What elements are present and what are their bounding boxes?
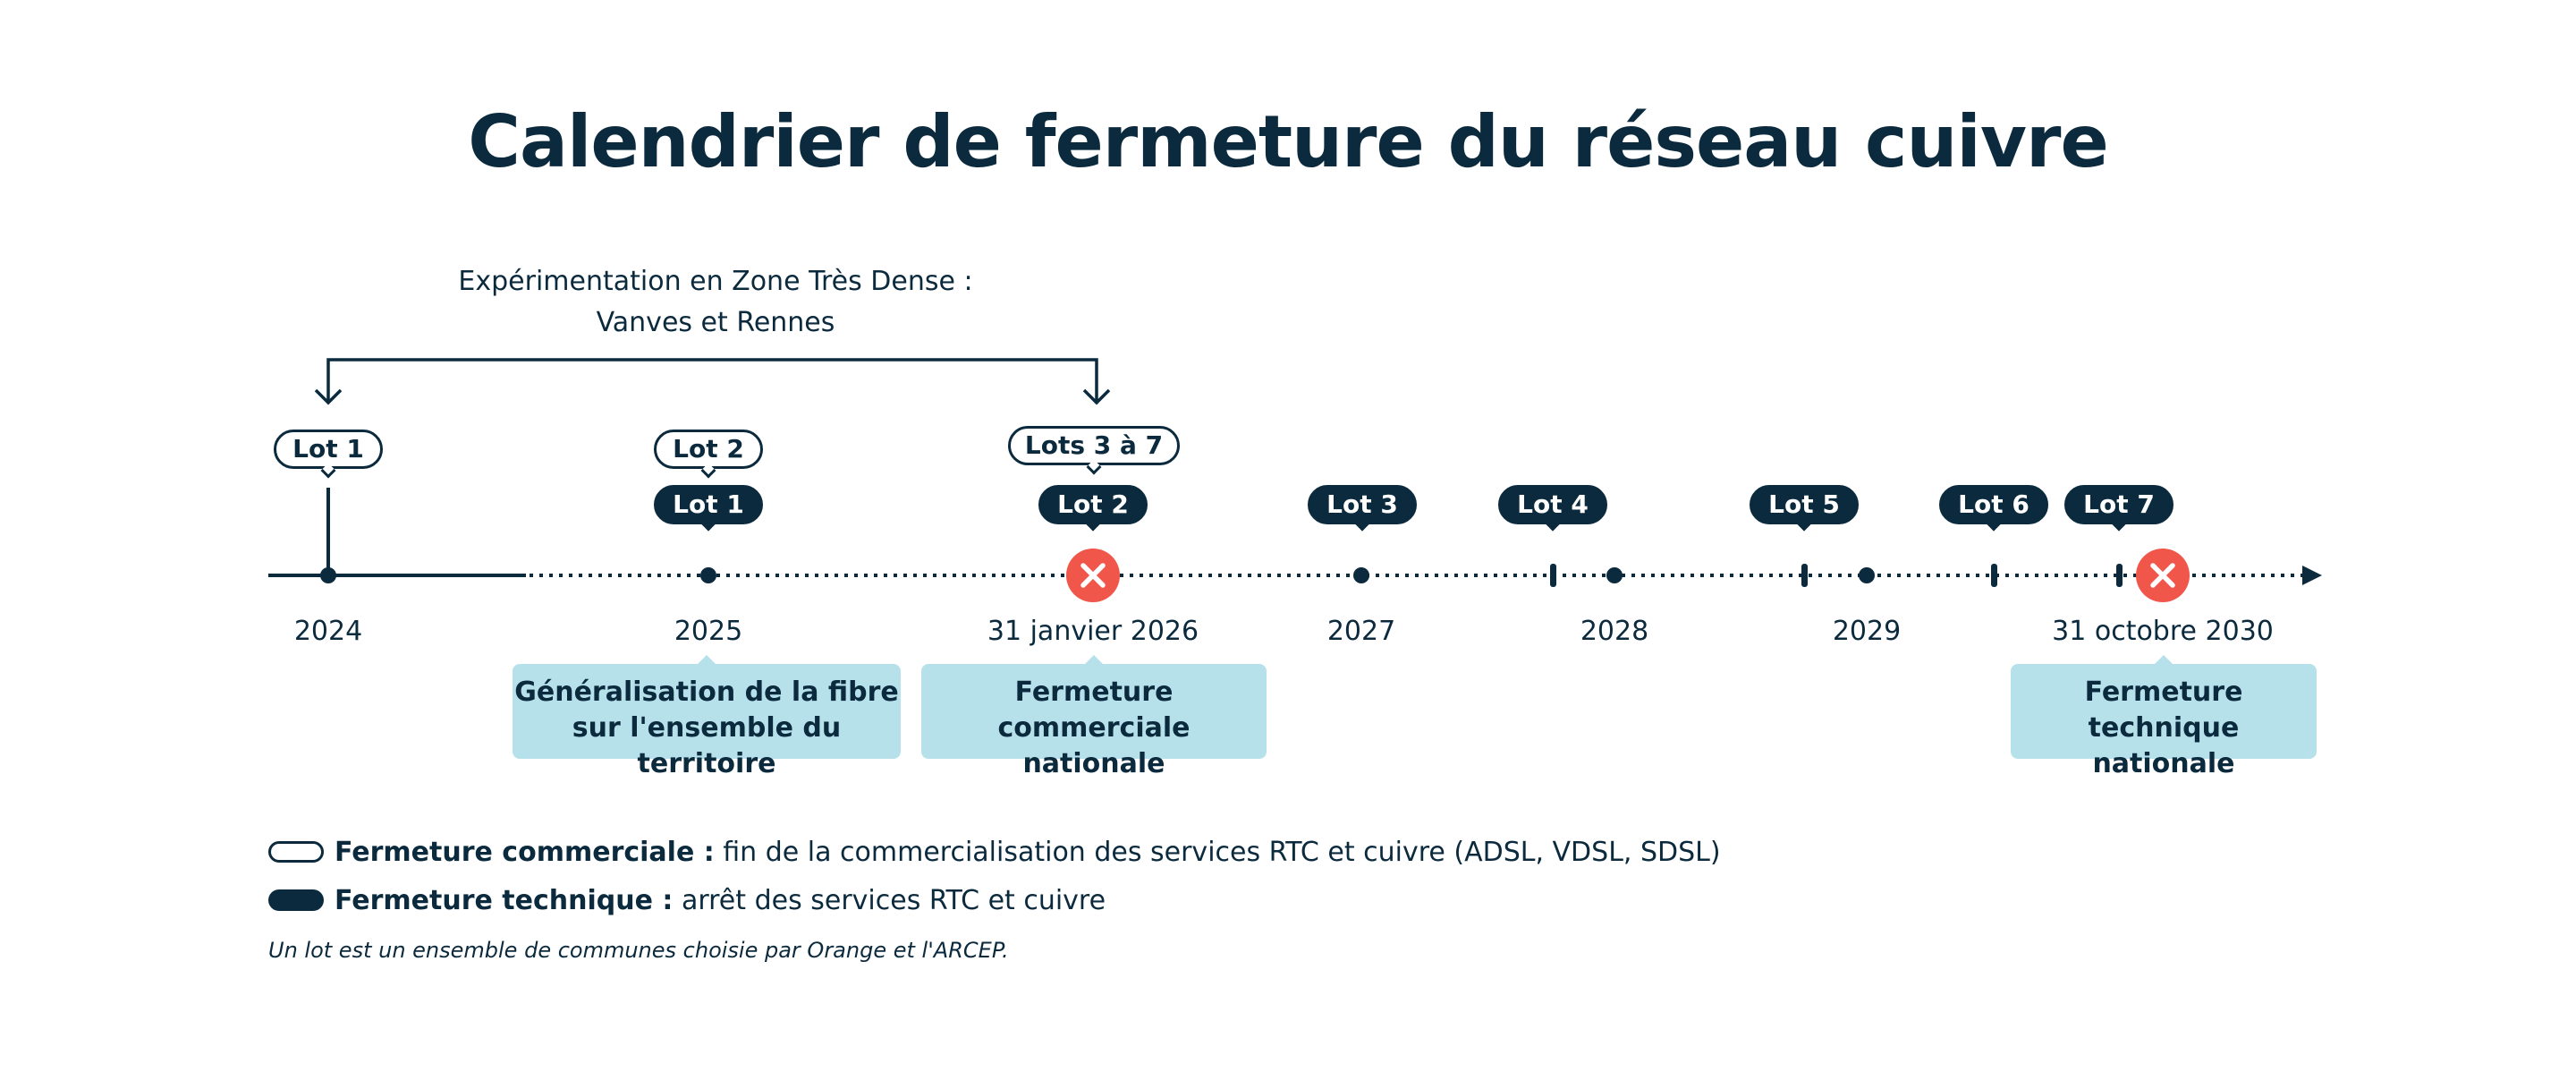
legend-filled-pill-icon xyxy=(268,889,324,911)
legend-technical-term: Fermeture technique : xyxy=(335,885,674,916)
experimentation-line-1: Expérimentation en Zone Très Dense : xyxy=(458,266,973,297)
legend-technical-desc: arrêt des services RTC et cuivre xyxy=(673,885,1106,916)
lot-tick-lot6 xyxy=(1991,564,1997,587)
technical-badge-lot3: Lot 3 xyxy=(1308,485,1417,524)
milestone-commercial-line-2: nationale xyxy=(1022,748,1165,779)
legend-commercial-term: Fermeture commerciale : xyxy=(335,837,715,868)
commercial-badge-lots3-7: Lots 3 à 7 xyxy=(1008,426,1180,465)
commercial-badge-lot2: Lot 2 xyxy=(654,430,763,469)
technical-badge-lot1: Lot 1 xyxy=(654,485,763,524)
technical-badge-lot6: Lot 6 xyxy=(1939,485,2048,524)
year-label-2027: 2027 xyxy=(1326,616,1396,647)
year-label-2026: 31 janvier 2026 xyxy=(987,616,1199,647)
milestone-fiber-line-2: sur l'ensemble du territoire xyxy=(572,712,842,779)
legend-commercial: Fermeture commerciale : fin de la commer… xyxy=(268,835,1721,871)
year-label-2029: 2029 xyxy=(1832,616,1902,647)
experimentation-line-2: Vanves et Rennes xyxy=(596,307,835,338)
legend-commercial-desc: fin de la commercialisation des services… xyxy=(714,837,1721,868)
milestone-technical-closure: Fermeture technique nationale xyxy=(2011,664,2317,779)
legend-technical: Fermeture technique : arrêt des services… xyxy=(268,883,1106,919)
legend-outline-pill-icon xyxy=(268,840,324,863)
page-title: Calendrier de fermeture du réseau cuivre xyxy=(468,100,2108,183)
lot-tick-lot7 xyxy=(2116,564,2123,587)
lot-tick-lot4 xyxy=(1550,564,1556,587)
year-dot-2027 xyxy=(1353,567,1369,583)
year-dot-2025 xyxy=(700,567,716,583)
experimentation-label: Expérimentation en Zone Très Dense : Van… xyxy=(420,261,1011,344)
year-dot-2024 xyxy=(320,567,336,583)
year-label-2025: 2025 xyxy=(674,616,743,647)
footnote: Un lot est un ensemble de communes chois… xyxy=(268,938,1009,963)
milestone-commercial-line-1: Fermeture commerciale xyxy=(997,676,1191,744)
technical-badge-lot4: Lot 4 xyxy=(1498,485,1607,524)
close-icon-technical xyxy=(2136,549,2190,602)
milestone-commercial-closure: Fermeture commerciale nationale xyxy=(921,664,1267,779)
commercial-badge-lot1: Lot 1 xyxy=(274,430,383,469)
close-icon-commercial xyxy=(1066,549,1120,602)
lot-tick-lot5 xyxy=(1801,564,1808,587)
milestone-fiber-line-1: Généralisation de la fibre xyxy=(514,676,899,708)
milestone-technical-line-1: Fermeture technique xyxy=(2084,676,2243,744)
technical-badge-lot5: Lot 5 xyxy=(1750,485,1859,524)
year-label-2024: 2024 xyxy=(293,616,363,647)
milestone-fiber-generalisation: Généralisation de la fibre sur l'ensembl… xyxy=(513,664,901,779)
milestone-technical-line-2: nationale xyxy=(2092,748,2235,779)
year-dot-2028 xyxy=(1606,567,1623,583)
timeline-arrow-icon xyxy=(2302,566,2322,585)
year-dot-2029 xyxy=(1859,567,1875,583)
technical-badge-lot7: Lot 7 xyxy=(2064,485,2174,524)
year-label-2030: 31 octobre 2030 xyxy=(2052,616,2274,647)
year-label-2028: 2028 xyxy=(1580,616,1649,647)
technical-badge-lot2: Lot 2 xyxy=(1038,485,1148,524)
experimentation-bracket xyxy=(314,358,1111,405)
